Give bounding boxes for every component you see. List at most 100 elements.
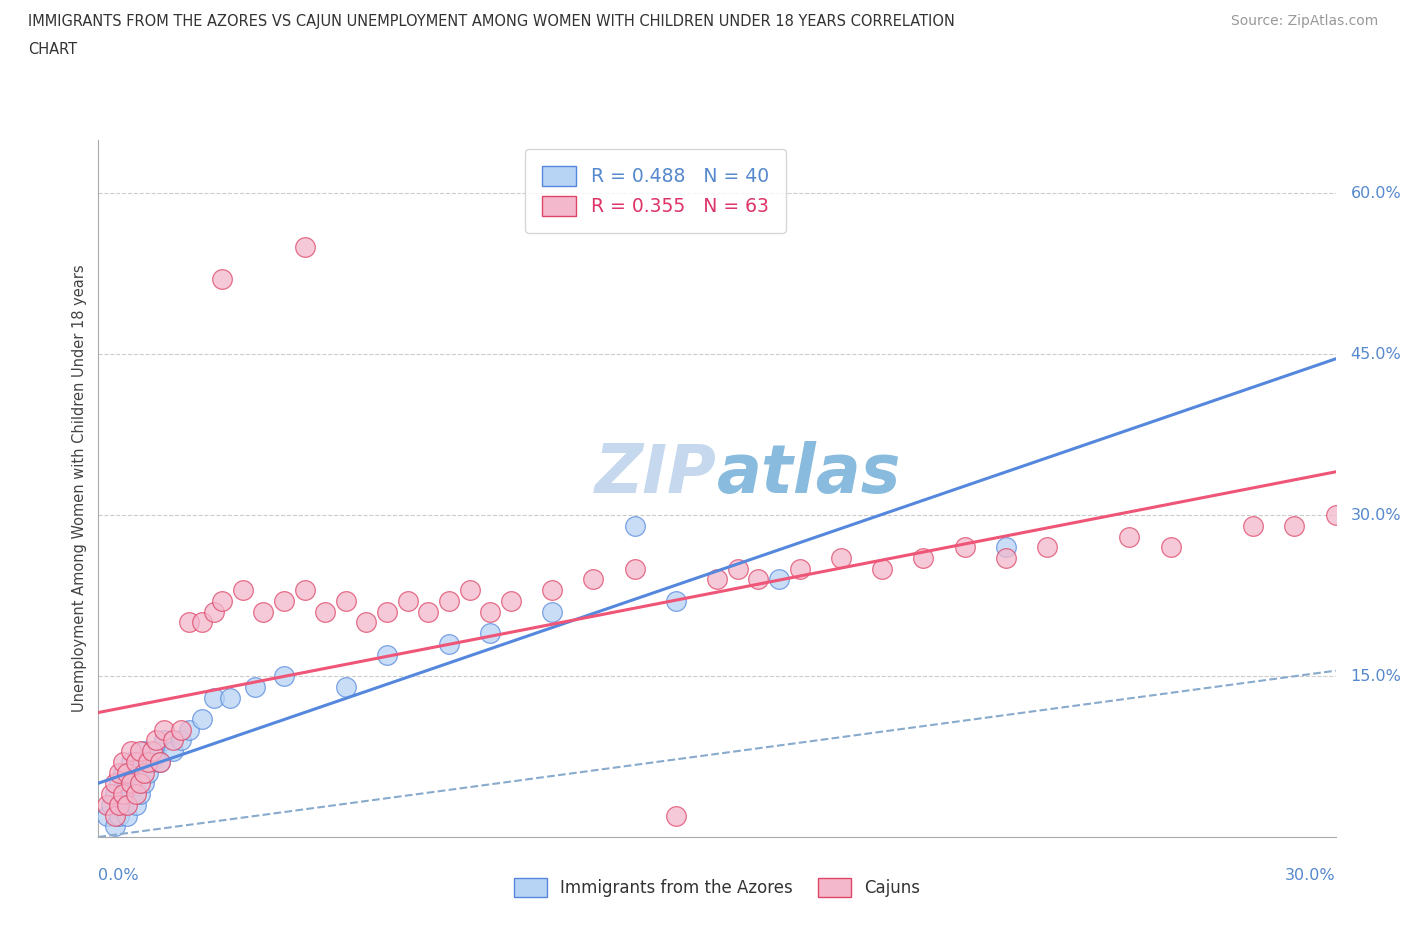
Point <box>141 754 163 769</box>
Point <box>623 562 645 577</box>
Point <box>132 776 155 790</box>
Point <box>294 583 316 598</box>
Point <box>162 733 184 748</box>
Point <box>179 723 201 737</box>
Point <box>202 604 225 619</box>
Point <box>145 733 167 748</box>
Point <box>149 754 172 769</box>
Point <box>375 647 398 662</box>
Text: 30.0%: 30.0% <box>1285 869 1336 883</box>
Point <box>124 797 146 812</box>
Point <box>335 679 357 694</box>
Point <box>120 787 142 802</box>
Point <box>132 765 155 780</box>
Point <box>789 562 811 577</box>
Point <box>104 787 127 802</box>
Point <box>128 754 150 769</box>
Point <box>541 604 564 619</box>
Point <box>1036 539 1059 554</box>
Point <box>190 615 212 630</box>
Point <box>243 679 266 694</box>
Point <box>202 690 225 705</box>
Point <box>870 562 893 577</box>
Point <box>145 744 167 759</box>
Point <box>124 765 146 780</box>
Point <box>1241 518 1264 533</box>
Point <box>499 593 522 608</box>
Point <box>153 723 176 737</box>
Point <box>1160 539 1182 554</box>
Point <box>994 539 1017 554</box>
Point <box>117 808 139 823</box>
Point <box>1284 518 1306 533</box>
Point <box>132 744 155 759</box>
Point <box>541 583 564 598</box>
Point <box>211 593 233 608</box>
Point <box>375 604 398 619</box>
Point <box>112 754 135 769</box>
Point <box>335 593 357 608</box>
Text: 45.0%: 45.0% <box>1351 347 1402 362</box>
Point <box>170 733 193 748</box>
Point <box>396 593 419 608</box>
Y-axis label: Unemployment Among Women with Children Under 18 years: Unemployment Among Women with Children U… <box>72 264 87 712</box>
Point <box>120 776 142 790</box>
Point <box>112 765 135 780</box>
Point <box>953 539 976 554</box>
Point <box>623 518 645 533</box>
Point <box>108 808 131 823</box>
Point <box>179 615 201 630</box>
Point <box>120 754 142 769</box>
Point <box>170 723 193 737</box>
Point <box>458 583 481 598</box>
Point <box>100 787 122 802</box>
Point <box>252 604 274 619</box>
Point <box>108 776 131 790</box>
Text: IMMIGRANTS FROM THE AZORES VS CAJUN UNEMPLOYMENT AMONG WOMEN WITH CHILDREN UNDER: IMMIGRANTS FROM THE AZORES VS CAJUN UNEM… <box>28 14 955 29</box>
Point <box>120 744 142 759</box>
Point <box>128 744 150 759</box>
Text: atlas: atlas <box>717 442 901 507</box>
Point <box>104 818 127 833</box>
Text: 0.0%: 0.0% <box>98 869 139 883</box>
Point <box>727 562 749 577</box>
Text: CHART: CHART <box>28 42 77 57</box>
Point <box>314 604 336 619</box>
Point <box>149 754 172 769</box>
Point <box>830 551 852 565</box>
Point <box>124 754 146 769</box>
Point <box>582 572 605 587</box>
Point <box>273 593 295 608</box>
Point <box>211 272 233 286</box>
Point <box>153 733 176 748</box>
Point <box>232 583 254 598</box>
Point <box>479 604 502 619</box>
Point <box>479 626 502 641</box>
Point <box>994 551 1017 565</box>
Point <box>108 765 131 780</box>
Point <box>128 787 150 802</box>
Point <box>100 797 122 812</box>
Point <box>219 690 242 705</box>
Point <box>190 711 212 726</box>
Point <box>356 615 378 630</box>
Point <box>128 776 150 790</box>
Point <box>104 776 127 790</box>
Point <box>162 744 184 759</box>
Point <box>136 754 159 769</box>
Text: 60.0%: 60.0% <box>1351 186 1402 201</box>
Point <box>912 551 935 565</box>
Point <box>418 604 440 619</box>
Point <box>706 572 728 587</box>
Point <box>437 593 460 608</box>
Point <box>117 797 139 812</box>
Point <box>1324 508 1347 523</box>
Point <box>96 808 118 823</box>
Text: 30.0%: 30.0% <box>1351 508 1402 523</box>
Point <box>141 744 163 759</box>
Point <box>96 797 118 812</box>
Point <box>112 797 135 812</box>
Point <box>665 808 688 823</box>
Point <box>117 765 139 780</box>
Text: 15.0%: 15.0% <box>1351 669 1402 684</box>
